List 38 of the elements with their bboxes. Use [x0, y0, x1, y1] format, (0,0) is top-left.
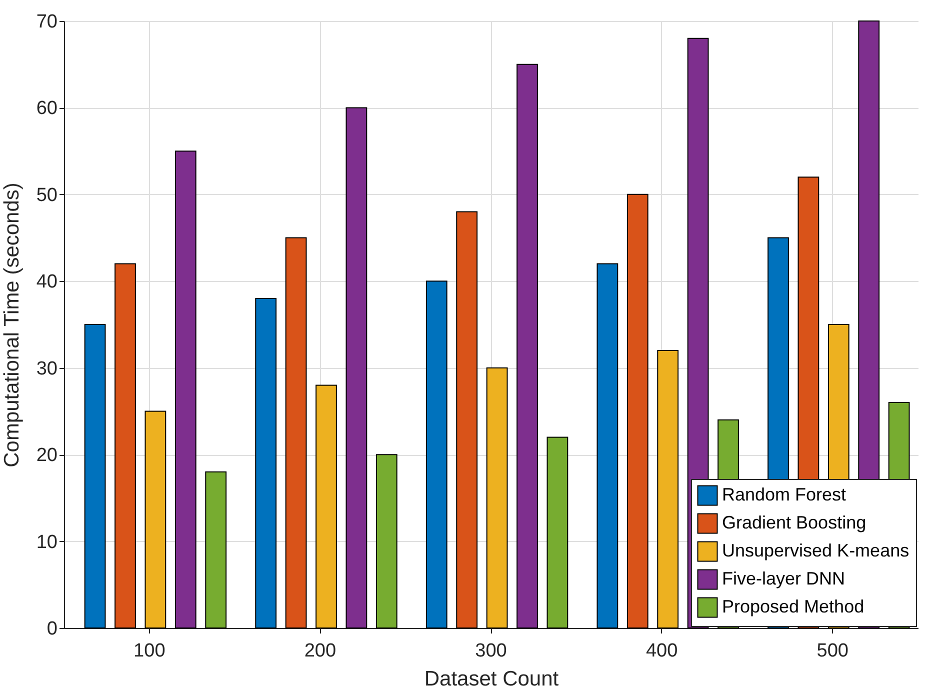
bar [657, 350, 679, 628]
y-axis-title: Computational Time (seconds) [0, 182, 24, 468]
legend-label: Five-layer DNN [722, 568, 846, 588]
bar [346, 107, 368, 628]
y-tick-label: 40 [36, 272, 58, 293]
legend-label: Gradient Boosting [722, 512, 866, 532]
bar [486, 367, 508, 628]
x-tick-label: 300 [475, 640, 507, 662]
bar [516, 64, 538, 628]
x-tick-label: 200 [304, 640, 336, 662]
y-tick-label: 70 [36, 12, 58, 32]
bar [205, 471, 227, 628]
y-tick-label: 30 [36, 358, 58, 380]
bar [174, 150, 196, 628]
bar [546, 436, 568, 628]
bar [316, 384, 337, 628]
bar [456, 211, 478, 628]
bar [626, 194, 648, 628]
bar [376, 454, 398, 628]
y-tick-label: 10 [36, 532, 58, 553]
y-tick-label: 0 [46, 618, 58, 640]
y-tick-label: 50 [36, 184, 58, 206]
bar [596, 263, 618, 628]
x-tick-label: 100 [134, 640, 166, 662]
bar [255, 298, 277, 628]
bar [84, 324, 106, 628]
x-tick-label: 400 [646, 640, 678, 662]
y-tick-label: 60 [36, 98, 58, 120]
x-tick-label: 500 [816, 640, 848, 662]
legend-label: Random Forest [722, 484, 846, 504]
bar [285, 237, 307, 628]
bar [426, 280, 448, 628]
bar [114, 263, 136, 628]
bar [144, 410, 166, 628]
x-axis-title: Dataset Count [424, 668, 559, 690]
y-tick-label: 20 [36, 445, 58, 466]
legend-label: Unsupervised K-means [722, 540, 910, 560]
legend-label: Proposed Method [722, 596, 864, 616]
